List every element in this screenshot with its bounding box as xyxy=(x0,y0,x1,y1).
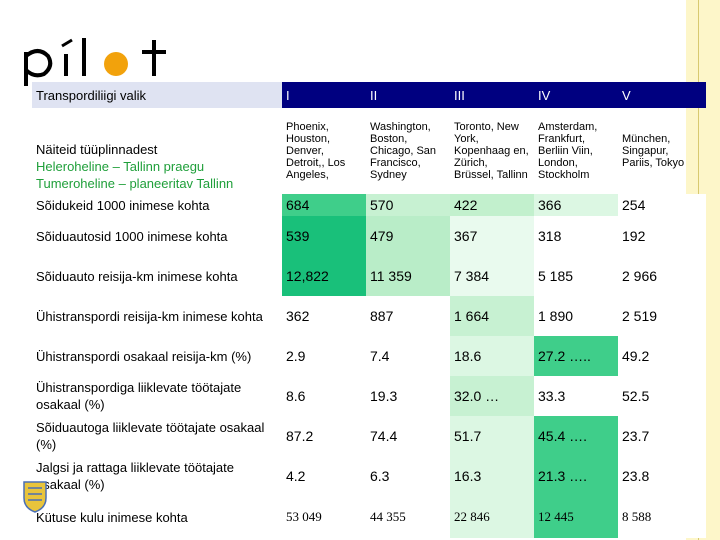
table-row: Ühistranspordiga liiklevate töötajate os… xyxy=(32,376,706,416)
cell: 318 xyxy=(534,216,618,256)
cell: 422 xyxy=(450,194,534,216)
cell: 32.0 … xyxy=(450,376,534,416)
cell: 12,822 xyxy=(282,256,366,296)
cell: 5 185 xyxy=(534,256,618,296)
cell: 11 359 xyxy=(366,256,450,296)
table-row: Ühistranspordi reisija-km inimese kohta … xyxy=(32,296,706,336)
row-label: Ühistranspordiga liiklevate töötajate os… xyxy=(36,380,242,412)
intro-line-3: Tumeroheline – planeeritav Tallinn xyxy=(36,176,234,191)
cell: 366 xyxy=(534,194,618,216)
cities-col-5: München, Singapur, Pariis, Tokyo xyxy=(622,133,685,169)
row-label: Sõiduautoga liiklevate töötajate osakaal… xyxy=(36,420,265,452)
cell: 19.3 xyxy=(366,376,450,416)
cell: 192 xyxy=(618,216,706,256)
cell: 6.3 xyxy=(366,456,450,496)
cell: 49.2 xyxy=(618,336,706,376)
column-header-2: II xyxy=(366,82,450,108)
cell: 53 049 xyxy=(282,496,366,538)
row-label: Sõiduauto reisija-km inimese kohta xyxy=(36,268,238,284)
cell: 362 xyxy=(282,296,366,336)
table-row: Sõidukeid 1000 inimese kohta 684 570 422… xyxy=(32,194,706,216)
cell: 887 xyxy=(366,296,450,336)
table-row: Kütuse kulu inimese kohta 53 049 44 355 … xyxy=(32,496,706,538)
cell: 2 519 xyxy=(618,296,706,336)
cities-col-4: Amsterdam, Frankfurt, Berliin Viin, Lond… xyxy=(538,121,598,181)
cell: 570 xyxy=(366,194,450,216)
cell: 18.6 xyxy=(450,336,534,376)
cell: 51.7 xyxy=(450,416,534,456)
cell: 1 664 xyxy=(450,296,534,336)
intro-cell: Näiteid tüüplinnadest Heleroheline – Tal… xyxy=(32,108,282,194)
header-row: Transpordiliigi valik I II III IV V xyxy=(32,82,706,108)
row-label: Ühistranspordi osakaal reisija-km (%) xyxy=(36,348,252,364)
column-header-1: I xyxy=(282,82,366,108)
cities-col-1: Phoenix, Houston, Denver, Detroit,, Los … xyxy=(286,121,346,181)
row-label: Sõidukeid 1000 inimese kohta xyxy=(36,197,210,213)
table-row: Jalgsi ja rattaga liiklevate töötajate o… xyxy=(32,456,706,496)
cell: 1 890 xyxy=(534,296,618,336)
table-row: Ühistranspordi osakaal reisija-km (%) 2.… xyxy=(32,336,706,376)
column-header-4: IV xyxy=(534,82,618,108)
cell: 7.4 xyxy=(366,336,450,376)
column-header-5: V xyxy=(618,82,706,108)
cell: 87.2 xyxy=(282,416,366,456)
cell: 8 588 xyxy=(618,496,706,538)
table-row: Sõiduautosid 1000 inimese kohta 539 479 … xyxy=(32,216,706,256)
column-header-3: III xyxy=(450,82,534,108)
cell: 27.2 ….. xyxy=(534,336,618,376)
cell: 7 384 xyxy=(450,256,534,296)
header-label: Transpordiliigi valik xyxy=(32,82,282,108)
cell: 52.5 xyxy=(618,376,706,416)
cell: 539 xyxy=(282,216,366,256)
intro-line-2: Heleroheline – Tallinn praegu xyxy=(36,159,205,174)
cities-col-2: Washington, Boston, Chicago, San Francis… xyxy=(370,121,437,181)
cell: 254 xyxy=(618,194,706,216)
table-row: Sõiduauto reisija-km inimese kohta 12,82… xyxy=(32,256,706,296)
cell: 367 xyxy=(450,216,534,256)
cell: 22 846 xyxy=(450,496,534,538)
row-label: Jalgsi ja rattaga liiklevate töötajate o… xyxy=(36,460,235,492)
cities-row: Näiteid tüüplinnadest Heleroheline – Tal… xyxy=(32,108,706,194)
cell: 2.9 xyxy=(282,336,366,376)
cell: 4.2 xyxy=(282,456,366,496)
cell: 12 445 xyxy=(534,496,618,538)
transport-table: Transpordiliigi valik I II III IV V Näit… xyxy=(32,82,706,538)
cell: 23.8 xyxy=(618,456,706,496)
coat-of-arms-icon xyxy=(23,481,47,513)
intro-line-1: Näiteid tüüplinnadest xyxy=(36,142,158,157)
pilot-logo xyxy=(24,38,166,86)
cell: 33.3 xyxy=(534,376,618,416)
cell: 45.4 …. xyxy=(534,416,618,456)
cell: 74.4 xyxy=(366,416,450,456)
cities-col-3: Toronto, New York, Kopenhaag en, Zürich,… xyxy=(454,121,529,181)
cell: 8.6 xyxy=(282,376,366,416)
table-row: Sõiduautoga liiklevate töötajate osakaal… xyxy=(32,416,706,456)
row-label: Sõiduautosid 1000 inimese kohta xyxy=(36,228,228,244)
cell: 23.7 xyxy=(618,416,706,456)
cell: 684 xyxy=(282,194,366,216)
cell: 21.3 …. xyxy=(534,456,618,496)
cell: 16.3 xyxy=(450,456,534,496)
cell: 2 966 xyxy=(618,256,706,296)
row-label: Kütuse kulu inimese kohta xyxy=(36,509,188,525)
cell: 44 355 xyxy=(366,496,450,538)
cell: 479 xyxy=(366,216,450,256)
row-label: Ühistranspordi reisija-km inimese kohta xyxy=(36,308,263,324)
